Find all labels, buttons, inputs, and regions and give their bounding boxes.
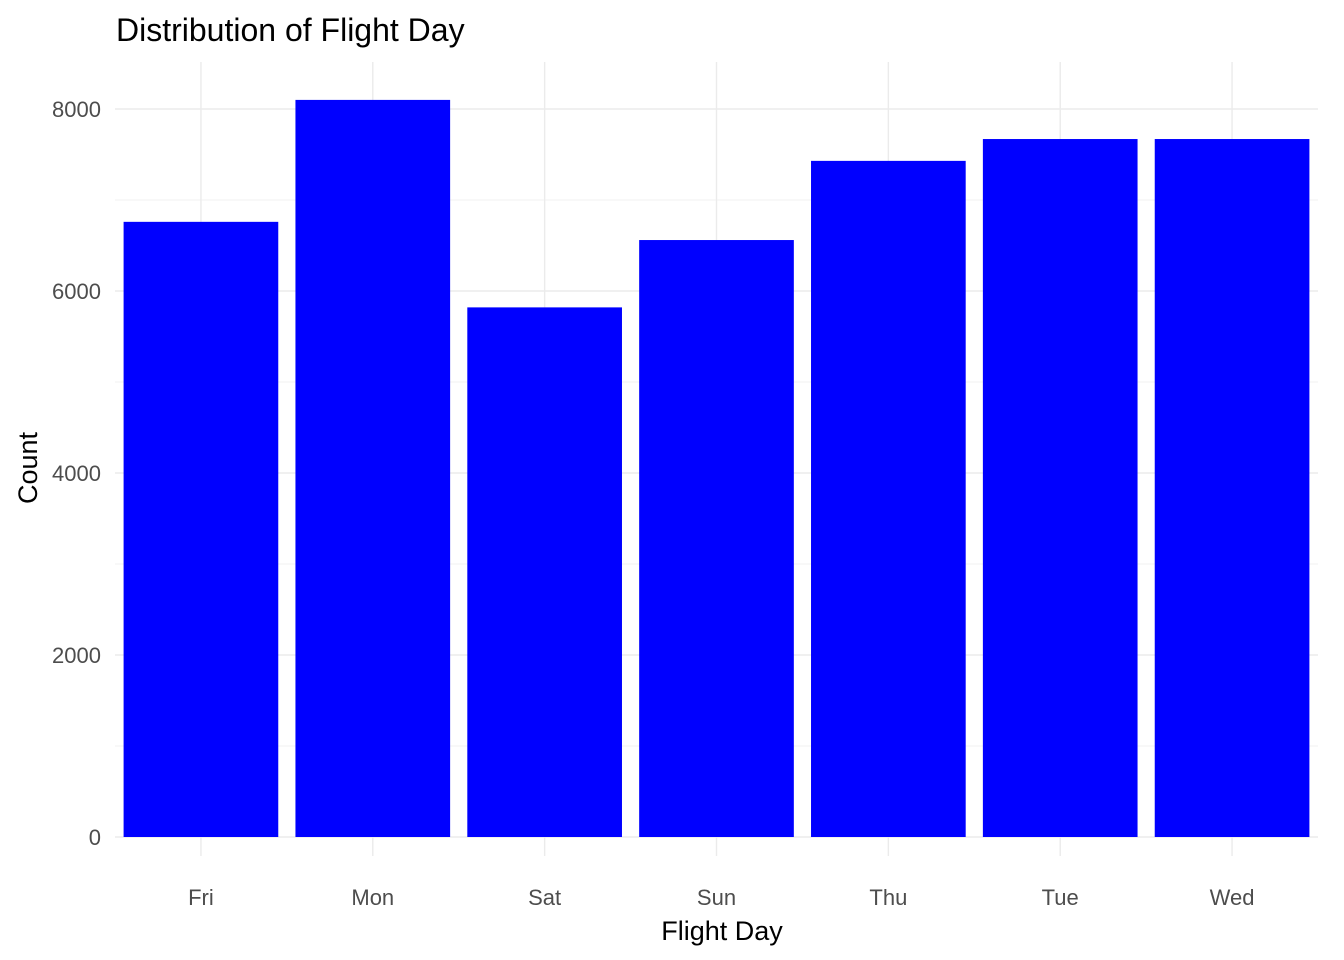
bar-sun — [639, 240, 794, 838]
x-tick-label: Wed — [1210, 885, 1255, 910]
y-tick-label: 0 — [89, 825, 101, 850]
bar-tue — [982, 139, 1138, 837]
bars — [123, 99, 1310, 838]
x-tick-label: Tue — [1042, 885, 1079, 910]
x-tick-label: Mon — [351, 885, 394, 910]
x-axis-tick-labels: Fri Mon Sat Sun Thu Tue Wed — [188, 885, 1254, 910]
y-tick-label: 6000 — [52, 279, 101, 304]
bar-wed — [1154, 139, 1310, 837]
y-tick-label: 2000 — [52, 643, 101, 668]
x-tick-label: Fri — [188, 885, 214, 910]
chart-title: Distribution of Flight Day — [116, 12, 465, 48]
x-tick-label: Sun — [697, 885, 736, 910]
bar-thu — [811, 160, 966, 837]
y-tick-label: 8000 — [52, 97, 101, 122]
bar-sat — [467, 307, 622, 837]
bar-mon — [295, 99, 451, 837]
bar-fri — [123, 221, 279, 838]
y-tick-label: 4000 — [52, 461, 101, 486]
x-tick-label: Sat — [528, 885, 561, 910]
x-tick-label: Thu — [869, 885, 907, 910]
x-axis-title: Flight Day — [661, 916, 783, 946]
y-axis-title: Count — [13, 431, 43, 504]
y-axis-tick-labels: 0 2000 4000 6000 8000 — [52, 97, 101, 850]
